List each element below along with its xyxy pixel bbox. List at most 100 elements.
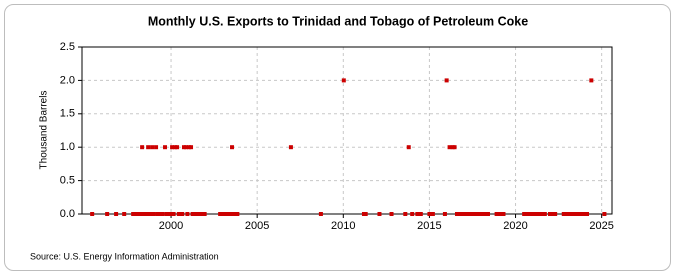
- point: [564, 212, 569, 216]
- point: [498, 212, 503, 216]
- plot-frame: [81, 46, 613, 215]
- point: [144, 212, 149, 216]
- point: [550, 212, 555, 216]
- point: [527, 212, 532, 216]
- point: [230, 145, 235, 150]
- point: [418, 212, 423, 216]
- point: [473, 212, 478, 216]
- point: [90, 212, 95, 216]
- source-note: Source: U.S. Energy Information Administ…: [30, 251, 219, 261]
- point: [447, 145, 452, 150]
- point: [114, 212, 119, 216]
- point: [184, 145, 189, 150]
- y-tick-label: 0.5: [60, 175, 75, 187]
- point: [189, 145, 194, 150]
- point: [171, 212, 176, 216]
- point: [460, 212, 465, 216]
- point: [589, 78, 594, 83]
- point: [389, 212, 394, 216]
- point: [318, 212, 323, 216]
- point: [186, 145, 191, 150]
- chart-title: Monthly U.S. Exports to Trinidad and Tob…: [148, 14, 528, 28]
- point: [444, 78, 449, 83]
- point: [341, 78, 346, 83]
- x-tick-label: 2020: [503, 220, 527, 232]
- point: [485, 212, 490, 216]
- point: [122, 212, 127, 216]
- point: [530, 212, 535, 216]
- point: [582, 212, 587, 216]
- point: [577, 212, 582, 216]
- point: [228, 212, 233, 216]
- point: [163, 145, 168, 150]
- point: [363, 212, 368, 216]
- point: [535, 212, 540, 216]
- point: [462, 212, 467, 216]
- point: [146, 145, 151, 150]
- point: [288, 145, 293, 150]
- point: [539, 212, 544, 216]
- point: [569, 212, 574, 216]
- x-tick-label: 2005: [245, 220, 269, 232]
- point: [475, 212, 480, 216]
- point: [180, 212, 185, 216]
- point: [403, 212, 408, 216]
- point: [494, 212, 499, 216]
- point: [154, 145, 159, 150]
- y-tick-label: 0.0: [60, 208, 75, 220]
- point: [415, 212, 420, 216]
- y-axis-label: Thousand Barrels: [39, 91, 50, 170]
- plot-area: 0.0 0.5 1.0 1.5 2.0 2.5 2000 2005 2010 2015 2020 20…: [60, 41, 614, 232]
- point: [467, 212, 472, 216]
- point: [533, 212, 538, 216]
- point: [547, 212, 552, 216]
- point: [501, 212, 506, 216]
- point: [150, 145, 155, 150]
- point: [452, 145, 457, 150]
- point: [151, 212, 156, 216]
- x-tick-label: 2010: [331, 220, 355, 232]
- x-tick-label: 2000: [159, 220, 183, 232]
- point: [579, 212, 584, 216]
- point: [478, 212, 483, 216]
- point: [105, 212, 110, 216]
- point: [427, 212, 432, 216]
- point: [454, 212, 459, 216]
- point: [457, 212, 462, 216]
- point: [561, 212, 566, 216]
- point: [140, 145, 145, 150]
- point: [542, 212, 547, 216]
- point: [235, 212, 240, 216]
- x-tick-label: 2025: [589, 220, 613, 232]
- point: [377, 212, 382, 216]
- point: [406, 145, 411, 150]
- point: [430, 212, 435, 216]
- point: [148, 212, 153, 216]
- point: [442, 212, 447, 216]
- point: [470, 212, 475, 216]
- x-tick-label: 2015: [417, 220, 441, 232]
- point: [480, 212, 485, 216]
- y-tick-label: 2.5: [60, 41, 75, 53]
- point: [168, 212, 173, 216]
- point: [522, 212, 527, 216]
- y-tick-label: 2.0: [60, 74, 75, 86]
- point: [553, 212, 558, 216]
- point: [160, 212, 165, 216]
- point: [173, 145, 178, 150]
- y-tick-label: 1.5: [60, 108, 75, 120]
- point: [410, 212, 415, 216]
- y-tick-label: 1.0: [60, 141, 75, 153]
- point: [585, 212, 590, 216]
- point: [572, 212, 577, 216]
- point: [170, 145, 175, 150]
- point: [524, 212, 529, 216]
- point: [483, 212, 488, 216]
- point: [202, 212, 207, 216]
- point: [574, 212, 579, 216]
- point: [566, 212, 571, 216]
- point: [465, 212, 470, 216]
- point: [602, 212, 607, 216]
- point: [185, 212, 190, 216]
